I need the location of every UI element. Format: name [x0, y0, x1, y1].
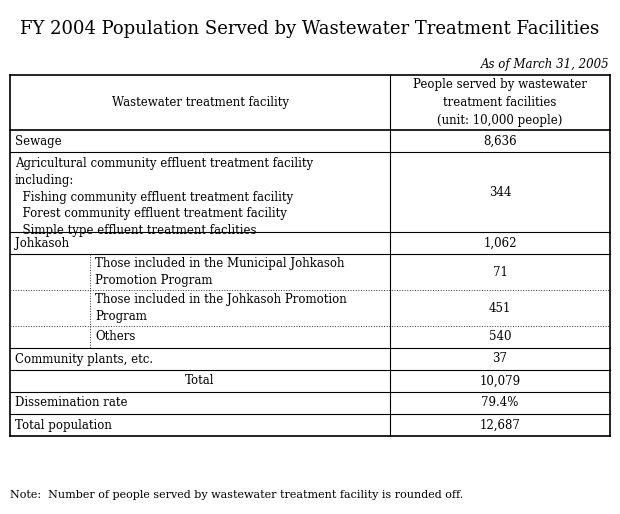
Text: As of March 31, 2005: As of March 31, 2005 — [481, 58, 610, 71]
Text: Johkasoh: Johkasoh — [15, 236, 69, 249]
Text: 1,062: 1,062 — [483, 236, 516, 249]
Text: Total: Total — [185, 375, 215, 388]
Text: Note:  Number of people served by wastewater treatment facility is rounded off.: Note: Number of people served by wastewa… — [10, 490, 463, 500]
Text: 10,079: 10,079 — [479, 375, 521, 388]
Text: Sewage: Sewage — [15, 135, 61, 148]
Text: 71: 71 — [492, 266, 507, 279]
Text: FY 2004 Population Served by Wastewater Treatment Facilities: FY 2004 Population Served by Wastewater … — [20, 20, 600, 38]
Text: Wastewater treatment facility: Wastewater treatment facility — [112, 96, 288, 109]
Text: Those included in the Municipal Johkasoh
Promotion Program: Those included in the Municipal Johkasoh… — [95, 257, 345, 287]
Text: Total population: Total population — [15, 418, 112, 431]
Text: 12,687: 12,687 — [479, 418, 520, 431]
Text: 344: 344 — [489, 186, 511, 198]
Text: 451: 451 — [489, 302, 511, 315]
Text: 8,636: 8,636 — [483, 135, 517, 148]
Text: Those included in the Johkasoh Promotion
Program: Those included in the Johkasoh Promotion… — [95, 293, 347, 323]
Text: 37: 37 — [492, 353, 508, 365]
Text: 79.4%: 79.4% — [481, 396, 519, 410]
Text: Community plants, etc.: Community plants, etc. — [15, 353, 153, 365]
Text: 540: 540 — [489, 331, 511, 343]
Text: People served by wastewater
treatment facilities
(unit: 10,000 people): People served by wastewater treatment fa… — [413, 78, 587, 127]
Text: Dissemination rate: Dissemination rate — [15, 396, 128, 410]
Text: Others: Others — [95, 331, 135, 343]
Text: Agricultural community effluent treatment facility
including:
  Fishing communit: Agricultural community effluent treatmen… — [15, 157, 313, 237]
